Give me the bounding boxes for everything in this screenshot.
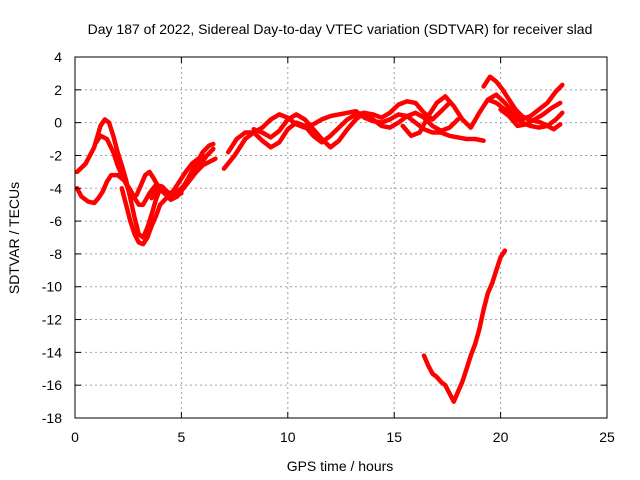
y-tick-label: -12 — [42, 312, 62, 328]
x-tick-label: 20 — [493, 429, 509, 445]
chart-title: Day 187 of 2022, Sidereal Day-to-day VTE… — [88, 21, 593, 37]
y-tick-label: -10 — [42, 279, 62, 295]
x-tick-label: 25 — [599, 429, 615, 445]
sat-trace-d — [119, 186, 169, 247]
axis-ticks — [74, 56, 608, 419]
x-tick-label: 0 — [71, 429, 79, 445]
sat-trace-i — [251, 99, 452, 150]
y-tick-label: -4 — [50, 180, 63, 196]
sat-trace-j — [400, 94, 565, 139]
x-tick-label: 15 — [386, 429, 402, 445]
data-traces — [74, 74, 565, 404]
sat-trace-k — [481, 74, 563, 132]
y-tick-label: 4 — [54, 49, 62, 65]
sat-trace-l — [485, 82, 565, 122]
grid-lines — [75, 57, 607, 418]
sat-trace-m — [498, 100, 563, 129]
y-axis-label: SDTVAR / TECUs — [6, 182, 22, 294]
y-tick-label: 0 — [54, 115, 62, 131]
y-tick-label: -8 — [50, 246, 63, 262]
y-tick-labels: -18 -16 -14 -12 -10 -8 -6 -4 -2 0 2 4 — [42, 49, 62, 426]
plot-frame — [74, 56, 608, 419]
x-tick-label: 5 — [178, 429, 186, 445]
y-tick-label: -16 — [42, 377, 62, 393]
sat-trace-f — [174, 141, 216, 199]
x-tick-labels: 0 5 10 15 20 25 — [71, 429, 615, 445]
y-tick-label: 2 — [54, 82, 62, 98]
y-tick-label: -6 — [50, 213, 63, 229]
sat-trace-late — [421, 248, 508, 404]
y-tick-label: -2 — [50, 147, 63, 163]
sat-trace-c — [94, 133, 205, 201]
x-tick-label: 10 — [280, 429, 296, 445]
y-tick-label: -18 — [42, 410, 62, 426]
sat-trace-h — [225, 110, 461, 155]
y-tick-label: -14 — [42, 344, 62, 360]
x-axis-label: GPS time / hours — [287, 458, 394, 474]
